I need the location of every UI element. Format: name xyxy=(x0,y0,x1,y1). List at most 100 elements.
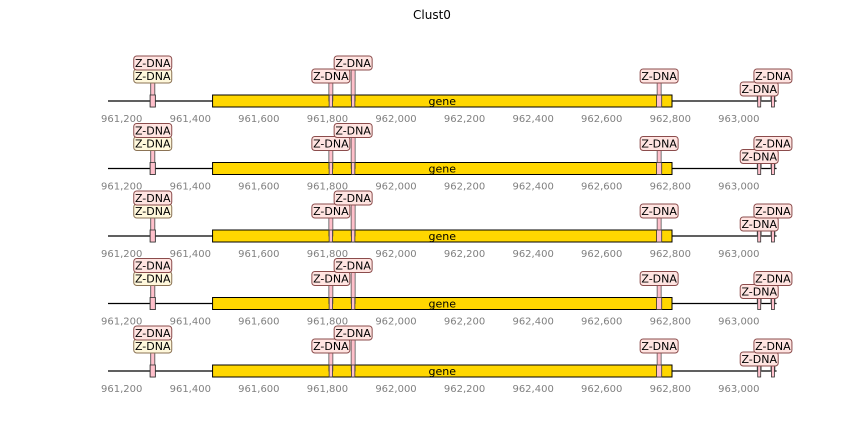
zdna-marker xyxy=(149,94,156,108)
zdna-label-box xyxy=(311,136,351,151)
zdna-label: Z-DNA xyxy=(135,327,171,340)
zdna-marker xyxy=(771,297,775,310)
zdna-label: Z-DNA xyxy=(641,70,677,83)
tick-label: 962,400 xyxy=(512,114,553,125)
tick-label: 962,000 xyxy=(375,182,416,193)
zdna-label-box xyxy=(311,338,351,354)
tick-label: 962,200 xyxy=(444,317,485,328)
tick-label: 962,200 xyxy=(444,114,485,125)
tick-label: 961,400 xyxy=(170,384,211,395)
tick-label: 961,200 xyxy=(101,114,142,125)
tick-label: 961,800 xyxy=(307,317,348,328)
tick-label: 962,200 xyxy=(444,384,485,395)
gene-label: gene xyxy=(429,365,457,378)
zdna-label: Z-DNA xyxy=(641,340,677,353)
zdna-label-box xyxy=(333,123,373,138)
zdna-marker xyxy=(328,94,333,108)
tick-label: 963,000 xyxy=(718,317,759,328)
zdna-label-box xyxy=(753,68,793,84)
gene-bar xyxy=(212,162,673,175)
zdna-marker xyxy=(351,162,356,175)
tick-label: 962,600 xyxy=(581,114,622,125)
tick-label: 963,000 xyxy=(718,249,759,260)
zdna-label: Z-DNA xyxy=(741,218,777,231)
zdna-label-box xyxy=(753,203,793,219)
zdna-label: Z-DNA xyxy=(335,57,371,70)
tick-label: 961,600 xyxy=(238,114,279,125)
zdna-label: Z-DNA xyxy=(313,340,349,353)
track-3: 961,200 961,400 961,600 961,800 962,000 962,2… xyxy=(101,190,793,260)
zdna-marker xyxy=(328,364,333,378)
tick-label: 962,200 xyxy=(444,249,485,260)
gene-label: gene xyxy=(429,95,457,108)
zdna-marker xyxy=(149,297,156,310)
tick-label: 961,200 xyxy=(101,182,142,193)
zdna-label-box xyxy=(333,55,373,71)
zdna-label: Z-DNA xyxy=(741,151,777,164)
zdna-label: Z-DNA xyxy=(755,138,791,151)
zdna-marker xyxy=(149,229,156,243)
gene-bar xyxy=(212,297,673,310)
tick-label: 961,600 xyxy=(238,249,279,260)
zdna-label-box xyxy=(639,338,679,354)
zdna-label-box xyxy=(753,271,793,286)
zdna-marker xyxy=(771,229,775,243)
tick-label: 961,400 xyxy=(170,317,211,328)
zdna-marker xyxy=(771,162,775,175)
zdna-label: Z-DNA xyxy=(755,340,791,353)
tick-label: 961,600 xyxy=(238,317,279,328)
zdna-marker xyxy=(149,364,156,378)
zdna-marker xyxy=(757,162,762,175)
zdna-label-box xyxy=(311,271,351,286)
zdna-label-box xyxy=(639,136,679,151)
tick-label: 961,200 xyxy=(101,249,142,260)
tick-label: 962,400 xyxy=(512,317,553,328)
gene-label: gene xyxy=(429,298,457,311)
tick-label: 962,200 xyxy=(444,182,485,193)
tick-label: 962,000 xyxy=(375,249,416,260)
zdna-marker xyxy=(757,229,762,243)
tick-label: 961,800 xyxy=(307,384,348,395)
zdna-marker xyxy=(771,94,775,108)
zdna-label: Z-DNA xyxy=(641,273,677,286)
zdna-label: Z-DNA xyxy=(313,138,349,151)
tick-label: 962,800 xyxy=(650,384,691,395)
tick-label: 962,400 xyxy=(512,249,553,260)
zdna-label-box xyxy=(333,325,373,341)
zdna-marker xyxy=(328,229,333,243)
zdna-label: Z-DNA xyxy=(741,83,777,96)
zdna-marker xyxy=(771,364,775,378)
zdna-label-box xyxy=(133,123,173,138)
zdna-label: Z-DNA xyxy=(741,353,777,366)
tick-label: 961,200 xyxy=(101,317,142,328)
tick-label: 963,000 xyxy=(718,384,759,395)
zdna-label-box xyxy=(133,258,173,273)
track-4: 961,200 961,400 961,600 961,800 962,000 962,2… xyxy=(101,258,793,328)
zdna-label: Z-DNA xyxy=(135,260,171,273)
tick-label: 962,600 xyxy=(581,249,622,260)
zdna-label-box xyxy=(753,136,793,151)
zdna-marker xyxy=(757,94,762,108)
zdna-label: Z-DNA xyxy=(755,205,791,218)
zdna-marker xyxy=(656,94,663,108)
tracks-layer: 961,200 961,400 961,600 961,800 962,000 962,2… xyxy=(101,55,793,395)
zdna-label: Z-DNA xyxy=(641,138,677,151)
tick-label: 962,400 xyxy=(512,182,553,193)
zdna-marker xyxy=(351,94,356,108)
zdna-marker xyxy=(757,364,762,378)
tick-label: 962,800 xyxy=(650,317,691,328)
zdna-marker xyxy=(351,364,356,378)
zdna-label: Z-DNA xyxy=(135,192,171,205)
zdna-label: Z-DNA xyxy=(135,57,171,70)
chart-title: Clust0 xyxy=(413,8,451,22)
zdna-label: Z-DNA xyxy=(335,260,371,273)
tick-label: 962,000 xyxy=(375,114,416,125)
zdna-label-box xyxy=(133,55,173,71)
zdna-label-box xyxy=(639,203,679,219)
zdna-marker xyxy=(757,297,762,310)
track-1: 961,200 961,400 961,600 961,800 962,000 962,2… xyxy=(101,55,793,125)
tick-label: 961,600 xyxy=(238,384,279,395)
zdna-marker xyxy=(656,297,663,310)
zdna-marker xyxy=(656,229,663,243)
zdna-marker xyxy=(328,297,333,310)
